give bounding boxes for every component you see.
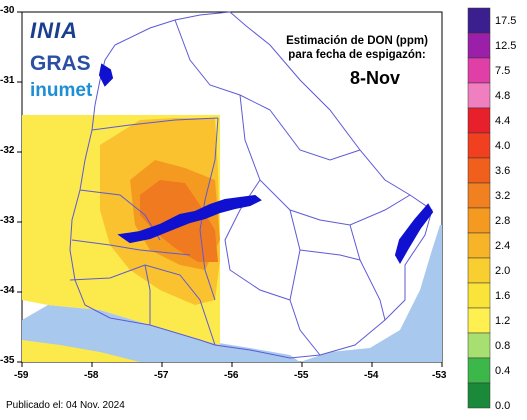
x-tick-label: -59 bbox=[14, 370, 29, 381]
colorbar-label: 4.8 bbox=[495, 89, 511, 102]
y-tick-label: -32 bbox=[0, 145, 15, 156]
colorbar-label: 0.8 bbox=[495, 339, 511, 352]
colorbar-label: 12.5 bbox=[495, 39, 517, 52]
colorbar-label: 3.6 bbox=[495, 164, 511, 177]
colorbar-swatch bbox=[467, 282, 491, 309]
map-title-line1: Estimación de DON (ppm) bbox=[286, 35, 428, 47]
gras-logo: GRAS bbox=[30, 52, 91, 75]
x-axis bbox=[21, 362, 443, 367]
rivers bbox=[98, 63, 434, 265]
colorbar-swatch bbox=[467, 82, 491, 109]
colorbar-label: 1.6 bbox=[495, 289, 511, 302]
y-tick-label: -33 bbox=[0, 215, 15, 226]
x-tick-label: -58 bbox=[84, 370, 99, 381]
colorbar-swatch bbox=[467, 232, 491, 259]
colorbar-swatch bbox=[467, 32, 491, 59]
water-bodies bbox=[22, 225, 442, 362]
colorbar-label: 2.4 bbox=[495, 239, 511, 252]
colorbar-swatch bbox=[467, 357, 491, 384]
colorbar-label: 1.2 bbox=[495, 314, 511, 327]
colorbar-swatch bbox=[467, 332, 491, 359]
x-tick-label: -53 bbox=[432, 370, 447, 381]
colorbar-swatch bbox=[467, 157, 491, 184]
x-tick-label: -57 bbox=[154, 370, 169, 381]
map-date: 8-Nov bbox=[350, 68, 401, 88]
colorbar-label: 4.0 bbox=[495, 139, 511, 152]
colorbar-swatch bbox=[467, 382, 491, 409]
map-title: Estimación de DON (ppm) para fecha de es… bbox=[262, 34, 452, 62]
x-tick-label: -55 bbox=[294, 370, 309, 381]
colorbar-swatch bbox=[467, 107, 491, 134]
y-tick-label: -35 bbox=[0, 355, 15, 366]
colorbar-label: 7.5 bbox=[495, 64, 511, 77]
y-tick-label: -30 bbox=[0, 5, 15, 16]
x-tick-label: -56 bbox=[224, 370, 239, 381]
colorbar-label: 3.2 bbox=[495, 189, 511, 202]
colorbar-swatch bbox=[467, 257, 491, 284]
colorbar-label: 2.8 bbox=[495, 214, 511, 227]
inumet-logo: inumet bbox=[30, 80, 93, 101]
y-axis bbox=[17, 11, 22, 363]
colorbar-label: 0.4 bbox=[495, 364, 511, 377]
published-date: Publicado el: 04 Nov. 2024 bbox=[6, 400, 125, 411]
colorbar-label: 4.4 bbox=[495, 114, 511, 127]
colorbar-swatch bbox=[467, 207, 491, 234]
colorbar-swatch bbox=[467, 132, 491, 159]
colorbar-swatch bbox=[467, 57, 491, 84]
inia-logo: INIA bbox=[30, 18, 78, 43]
colorbar-label: 17.5 bbox=[495, 14, 517, 27]
colorbar bbox=[467, 7, 491, 409]
map-title-line2: para fecha de espigazón: bbox=[288, 49, 426, 61]
colorbar-swatch bbox=[467, 307, 491, 334]
y-tick-label: -31 bbox=[0, 75, 15, 86]
colorbar-swatch bbox=[467, 182, 491, 209]
colorbar-label: 2.0 bbox=[495, 264, 511, 277]
x-tick-label: -54 bbox=[364, 370, 379, 381]
colorbar-swatch bbox=[467, 7, 491, 34]
colorbar-label: 0.0 bbox=[495, 400, 511, 412]
y-tick-label: -34 bbox=[0, 285, 15, 296]
